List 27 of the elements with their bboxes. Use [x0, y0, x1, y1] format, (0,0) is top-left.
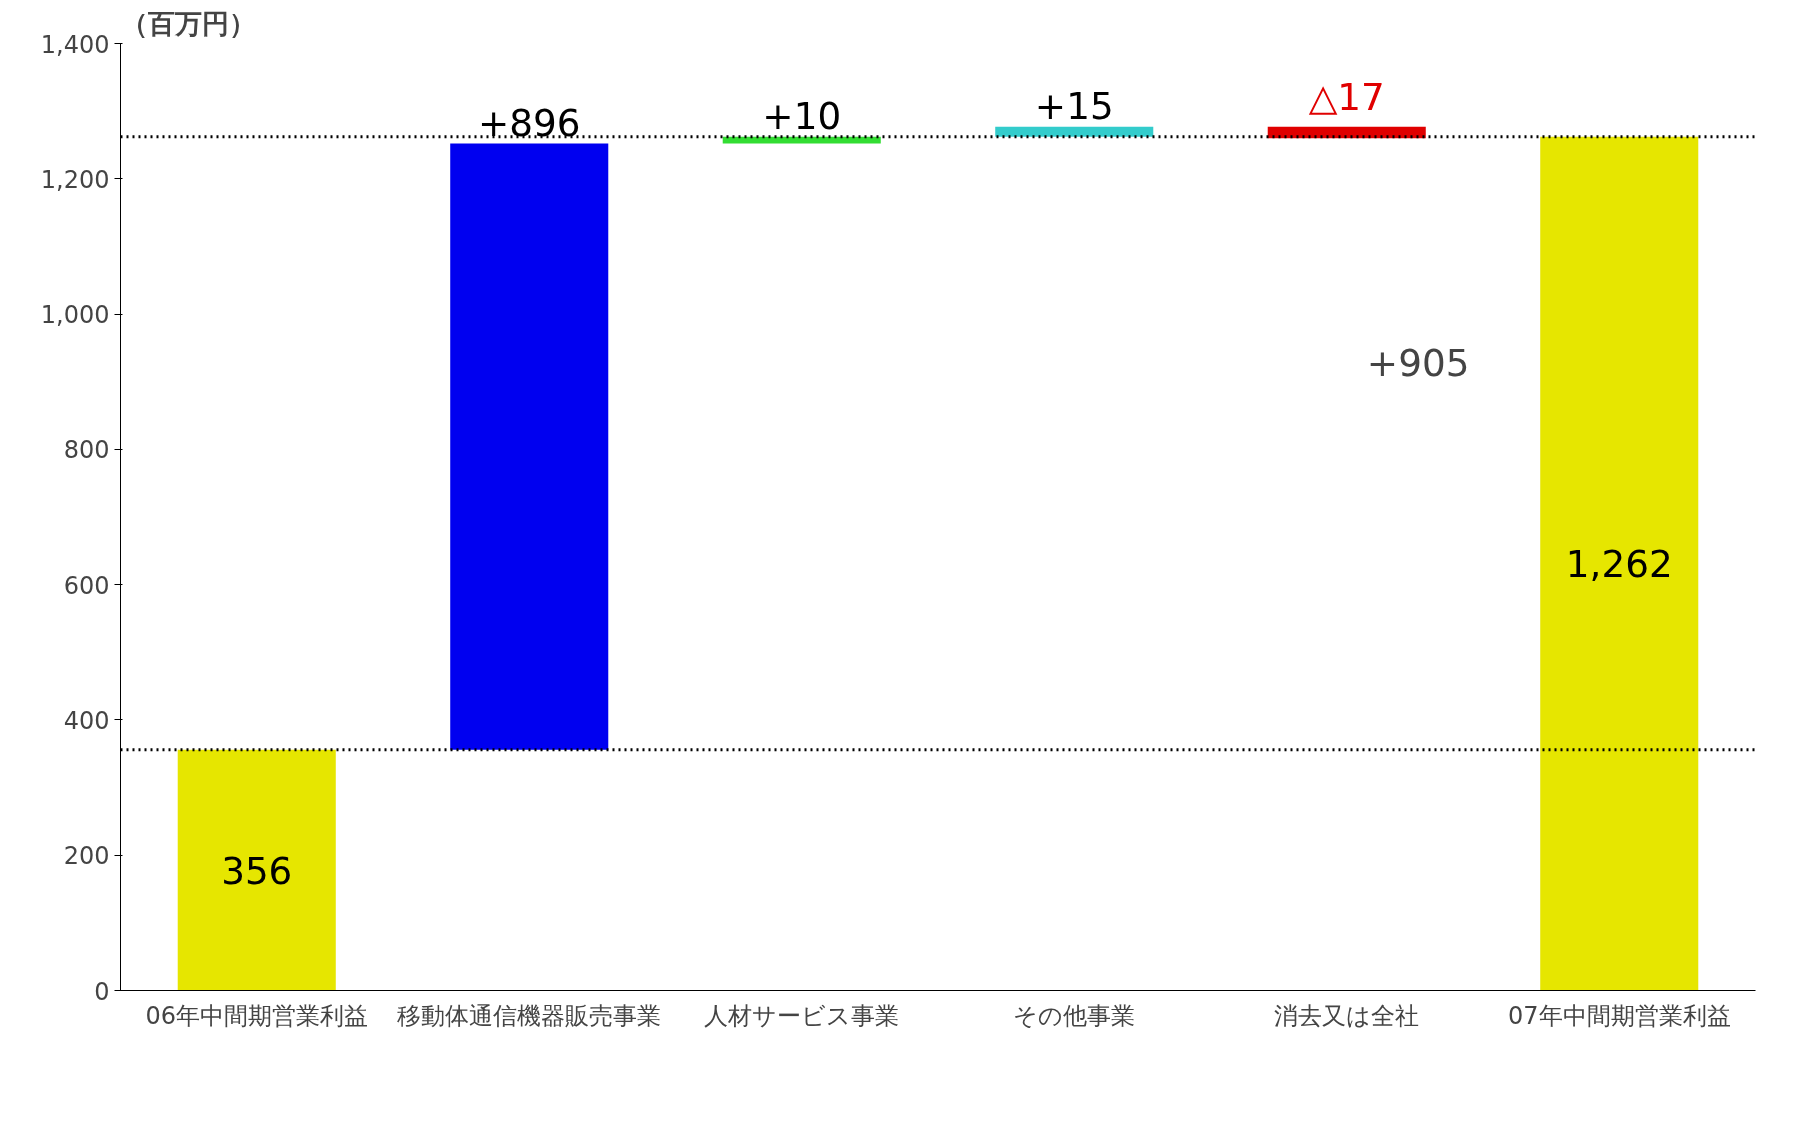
- data-label: △17: [1308, 74, 1385, 119]
- y-tick-label: 0: [94, 977, 110, 1006]
- data-label: +15: [1034, 83, 1114, 128]
- bar: [450, 143, 609, 750]
- x-tick-label: 消去又は全社: [1274, 1001, 1420, 1030]
- x-tick-label: 06年中間期営業利益: [145, 1001, 369, 1030]
- bar: [722, 136, 881, 144]
- data-label: +10: [762, 93, 842, 138]
- data-label: 356: [221, 848, 293, 893]
- data-label: +896: [477, 100, 581, 145]
- x-tick-label: その他事業: [1013, 1001, 1136, 1030]
- y-tick-label: 1,000: [40, 301, 110, 330]
- x-tick-label: 人材サービス事業: [704, 1001, 900, 1030]
- bar: [1540, 136, 1699, 991]
- bar: [995, 126, 1154, 137]
- y-tick-label: 400: [63, 706, 110, 735]
- annotation: +905: [1366, 340, 1470, 385]
- y-tick-label: 1,200: [40, 165, 110, 194]
- y-tick-label: 200: [63, 842, 110, 871]
- data-label: 1,262: [1565, 542, 1673, 587]
- x-tick-label: 07年中間期営業利益: [1507, 1001, 1731, 1030]
- y-tick-label: 600: [63, 571, 110, 600]
- y-tick-label: 1,400: [40, 30, 110, 59]
- bar: [177, 749, 336, 991]
- y-axis-title: （百万円）: [120, 7, 256, 39]
- x-tick-label: 移動体通信機器販売事業: [397, 1001, 662, 1030]
- y-tick-label: 800: [63, 436, 110, 465]
